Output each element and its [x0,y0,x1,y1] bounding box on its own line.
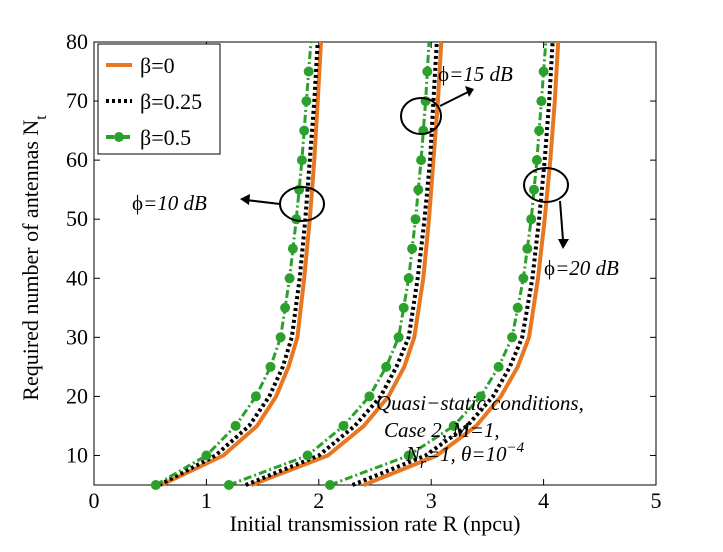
x-tick-label: 3 [426,488,437,513]
y-tick-label: 30 [66,324,88,349]
marker-phi0-b05 [280,302,291,313]
phi-15-arrowhead [465,86,474,97]
marker-phi2-b05 [538,66,549,77]
series-line-phi2-b025 [351,41,555,487]
legend-text-beta05: β=0.5 [140,125,191,150]
marker-phi0-b05 [303,66,314,77]
x-tick-label: 4 [538,488,549,513]
conditions-line3: Nr=1, θ=10−4 [405,440,525,472]
axis-ticks: 0 1 2 3 4 5 10 20 30 40 50 60 70 80 [66,29,662,513]
marker-phi0-b05 [284,273,295,284]
marker-phi0-b05 [301,96,312,107]
marker-phi1-b05 [407,243,418,254]
marker-phi0-b05 [296,155,307,166]
y-tick-label: 20 [66,383,88,408]
phi-15-arrow [439,91,469,107]
marker-phi2-b05 [536,96,547,107]
svg-text:Required number of antennas Nt: Required number of antennas Nt [18,115,50,401]
y-tick-label: 70 [66,88,88,113]
series-line-phi2-b0 [363,41,561,487]
legend-marker-beta05 [114,132,124,142]
conditions-line2: Case 2, M=1, [384,418,500,442]
marker-phi1-b05 [223,480,234,490]
series-line-phi1-b025 [244,41,439,487]
marker-phi2-b05 [448,420,459,431]
marker-phi1-b05 [398,302,409,313]
phi-10-label: ϕ=10 dB [132,191,207,215]
phi-15-ellipse [400,97,442,135]
marker-phi1-b05 [364,391,375,402]
marker-phi2-b05 [529,184,539,195]
y-tick-label: 40 [66,265,88,290]
y-tick-label: 80 [66,29,88,54]
y-tick-label: 50 [66,206,88,231]
phi-15-annotation: ϕ=15 dB [400,62,513,135]
marker-phi2-b05 [534,125,545,136]
marker-phi0-b05 [201,450,212,461]
x-tick-label: 5 [651,488,662,513]
marker-phi0-b05 [265,361,276,372]
phi-15-label: ϕ=15 dB [438,62,513,86]
legend: β=0 β=0.25 β=0.5 [97,43,221,155]
y-axis-label-sub: t [33,115,50,120]
marker-phi2-b05 [325,480,335,490]
x-tick-label: 2 [313,488,324,513]
marker-group [150,66,549,490]
marker-phi2-b05 [403,450,414,461]
phi-10-annotation: ϕ=10 dB [132,186,325,222]
marker-phi2-b05 [512,302,523,313]
marker-phi1-b05 [403,273,414,284]
marker-phi1-b05 [410,214,421,225]
marker-phi0-b05 [250,391,261,402]
marker-phi1-b05 [413,184,424,195]
phi-10-arrow [245,199,281,205]
marker-phi1-b05 [416,155,427,166]
marker-phi0-b05 [287,243,298,254]
y-axis-label: Required number of antennas N [18,120,43,401]
conditions-line1: Quasi−static conditions, [376,391,584,415]
legend-text-beta0: β=0 [140,53,175,78]
marker-phi2-b05 [475,391,486,402]
legend-text-beta025: β=0.25 [140,89,202,114]
y-tick-label: 10 [66,442,88,467]
marker-phi2-b05 [526,214,537,225]
phi-20-annotation: ϕ=20 dB [523,167,619,280]
marker-phi1-b05 [393,332,404,343]
series-line-phi1-b0 [250,41,444,487]
series-line-phi0-b0 [160,41,323,487]
marker-phi0-b05 [230,420,241,431]
marker-phi2-b05 [493,361,504,372]
series-line-phi0-b05 [155,41,313,487]
marker-phi0-b05 [299,125,310,136]
marker-phi0-b05 [275,332,286,343]
marker-phi2-b05 [507,332,518,343]
phi-10-arrowhead [240,194,250,205]
marker-phi1-b05 [381,361,392,372]
marker-phi1-b05 [422,66,433,77]
x-tick-label: 0 [89,488,100,513]
x-tick-label: 1 [201,488,212,513]
marker-phi1-b05 [302,450,313,461]
y-tick-label: 60 [66,147,88,172]
marker-phi2-b05 [522,243,533,254]
phi-20-arrow [559,200,564,241]
marker-phi2-b05 [518,273,529,284]
marker-phi1-b05 [338,420,349,431]
marker-phi2-b05 [531,155,542,166]
phi-20-arrowhead [558,239,569,249]
y-axis-label-group: Required number of antennas Nt [18,115,50,401]
phi-20-label: ϕ=20 dB [544,256,619,280]
conditions-annotation: Quasi−static conditions, Case 2, M=1, Nr… [376,391,584,472]
x-axis-label: Initial transmission rate R (npcu) [230,511,521,536]
marker-phi0-b05 [150,480,161,490]
phi-20-ellipse [523,167,569,203]
